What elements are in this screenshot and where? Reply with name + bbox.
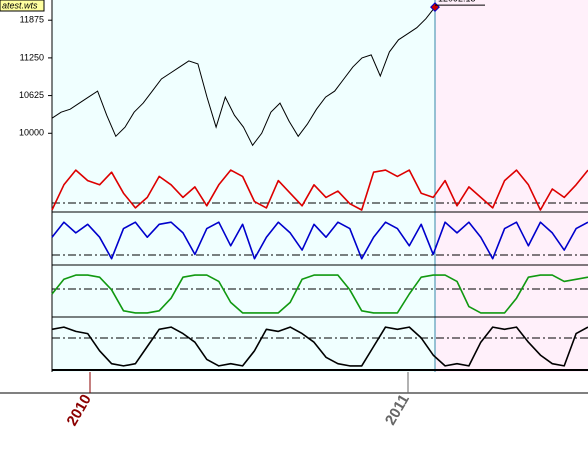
value-label: 12092.15 [438,0,476,3]
x-tick-label: 2010 [63,391,94,428]
history-region [52,0,435,372]
y-tick-label: 11875 [20,15,44,25]
price-line [51,6,436,147]
y-tick-label: 10000 [19,128,44,138]
y-tick-label: 11250 [20,52,44,62]
oscillator-line [51,274,588,314]
oscillator-line [51,221,588,260]
oscillator-line [51,169,588,211]
oscillator-line [51,326,588,367]
x-tick-label: 2011 [382,391,413,428]
y-tick-label: 10625 [19,90,44,100]
title-box [0,0,45,12]
forecast-region [435,0,588,372]
title: atest.wts [2,0,38,10]
